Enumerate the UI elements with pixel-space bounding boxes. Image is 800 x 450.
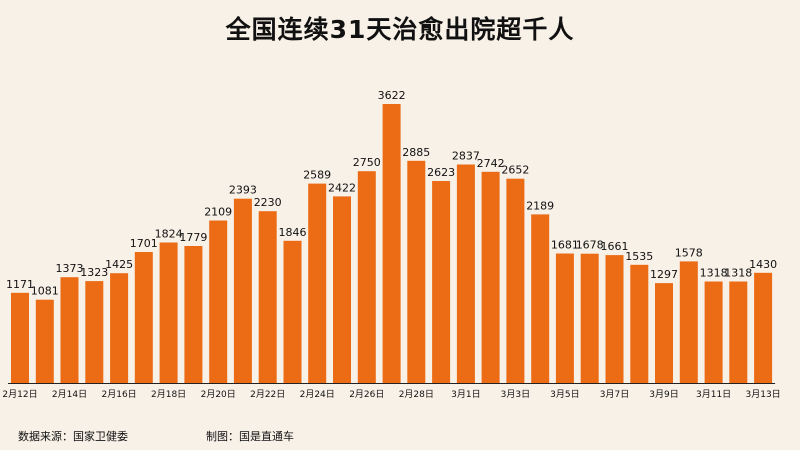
x-tick-label-2月22日: 2月22日 (250, 389, 285, 400)
bar-3月4日 (531, 214, 550, 383)
x-tick-label-2月12日: 2月12日 (2, 389, 37, 400)
bar-3月11日 (704, 281, 723, 383)
value-label-2月20日: 2109 (204, 206, 232, 219)
bar-2月13日 (35, 299, 54, 383)
bar-3月7日 (605, 255, 624, 383)
x-tick-label-3月1日: 3月1日 (451, 389, 480, 400)
value-label-3月6日: 1678 (576, 239, 604, 252)
x-tick-label-2月26日: 2月26日 (349, 389, 384, 400)
value-label-3月4日: 2189 (526, 199, 554, 212)
bar-3月5日 (555, 253, 574, 383)
value-label-2月13日: 1081 (31, 285, 59, 298)
bar-3月2日 (481, 171, 500, 383)
chart-title: 全国连续31天治愈出院超千人 (225, 15, 575, 44)
data-source-note: 数据来源：国家卫健委 (18, 430, 128, 443)
value-label-2月19日: 1779 (179, 231, 207, 244)
chart-credit-note: 制图：国是直通车 (206, 430, 294, 443)
x-tick-label-2月28日: 2月28日 (399, 389, 434, 400)
bar-2月14日 (60, 277, 79, 383)
bar-2月24日 (308, 183, 327, 383)
bar-3月1日 (456, 164, 475, 383)
value-label-2月15日: 1323 (80, 266, 108, 279)
value-label-3月5日: 1681 (551, 239, 579, 252)
bar-3月10日 (679, 261, 698, 383)
bar-2月17日 (134, 252, 153, 383)
value-label-3月10日: 1578 (675, 246, 703, 259)
value-label-2月21日: 2393 (229, 184, 257, 197)
value-label-2月25日: 2422 (328, 181, 356, 194)
bar-2月21日 (233, 198, 252, 383)
value-label-2月12日: 1171 (6, 278, 34, 291)
x-tick-label-2月16日: 2月16日 (102, 389, 137, 400)
bar-2月20日 (209, 220, 228, 383)
value-label-2月22日: 2230 (254, 196, 282, 209)
bar-3月3日 (506, 178, 525, 383)
bar-2月16日 (110, 273, 129, 383)
x-tick-label-2月18日: 2月18日 (151, 389, 186, 400)
value-label-2月18日: 1824 (155, 228, 183, 241)
value-label-2月26日: 2750 (353, 156, 381, 169)
value-label-3月7日: 1661 (601, 240, 629, 253)
value-label-3月13日: 1430 (749, 258, 777, 271)
x-tick-label-3月11日: 3月11日 (696, 389, 731, 400)
x-tick-label-2月20日: 2月20日 (201, 389, 236, 400)
bar-2月22日 (258, 211, 277, 383)
bar-2月29日 (432, 181, 451, 383)
bar-3月12日 (729, 281, 748, 383)
x-tick-label-3月13日: 3月13日 (746, 389, 781, 400)
bar-3月9日 (655, 283, 673, 383)
value-label-2月14日: 1373 (56, 262, 84, 275)
value-label-2月28日: 2885 (402, 146, 430, 159)
x-tick-label-3月3日: 3月3日 (501, 389, 530, 400)
x-tick-label-3月5日: 3月5日 (550, 389, 579, 400)
value-label-3月3日: 2652 (501, 164, 529, 177)
bar-3月13日 (754, 272, 773, 383)
value-label-3月2日: 2742 (477, 157, 505, 170)
bar-2月26日 (357, 171, 376, 383)
bar-3月6日 (580, 253, 599, 383)
value-label-2月17日: 1701 (130, 237, 158, 250)
value-label-2月24日: 2589 (303, 169, 331, 182)
bars-group (11, 104, 773, 383)
bar-2月12日 (11, 292, 29, 383)
bar-2月28日 (407, 160, 426, 383)
bar-2月15日 (85, 281, 104, 383)
x-tick-label-3月7日: 3月7日 (600, 389, 629, 400)
bar-2月18日 (159, 242, 178, 383)
bar-2月19日 (184, 246, 203, 383)
value-label-2月29日: 2623 (427, 166, 455, 179)
bar-2月25日 (333, 196, 351, 383)
value-label-3月1日: 2837 (452, 150, 480, 163)
value-label-3月11日: 1318 (700, 267, 728, 280)
x-tick-label-2月24日: 2月24日 (300, 389, 335, 400)
bar-2月23日 (283, 240, 302, 383)
value-label-3月9日: 1297 (650, 268, 678, 281)
x-tick-labels-group: 2月12日 2月14日 2月16日 2月18日 2月20日 2月22日 2月24日 2月26日… (2, 389, 780, 400)
value-label-3月8日: 1535 (625, 250, 653, 263)
value-label-2月23日: 1846 (279, 226, 307, 239)
x-tick-label-2月14日: 2月14日 (52, 389, 87, 400)
value-label-2月27日: 3622 (378, 89, 406, 102)
bar-3月8日 (630, 264, 649, 383)
x-tick-label-3月9日: 3月9日 (649, 389, 678, 400)
value-label-3月12日: 1318 (724, 267, 752, 280)
value-label-2月16日: 1425 (105, 258, 133, 271)
bar-2月27日 (382, 104, 401, 383)
